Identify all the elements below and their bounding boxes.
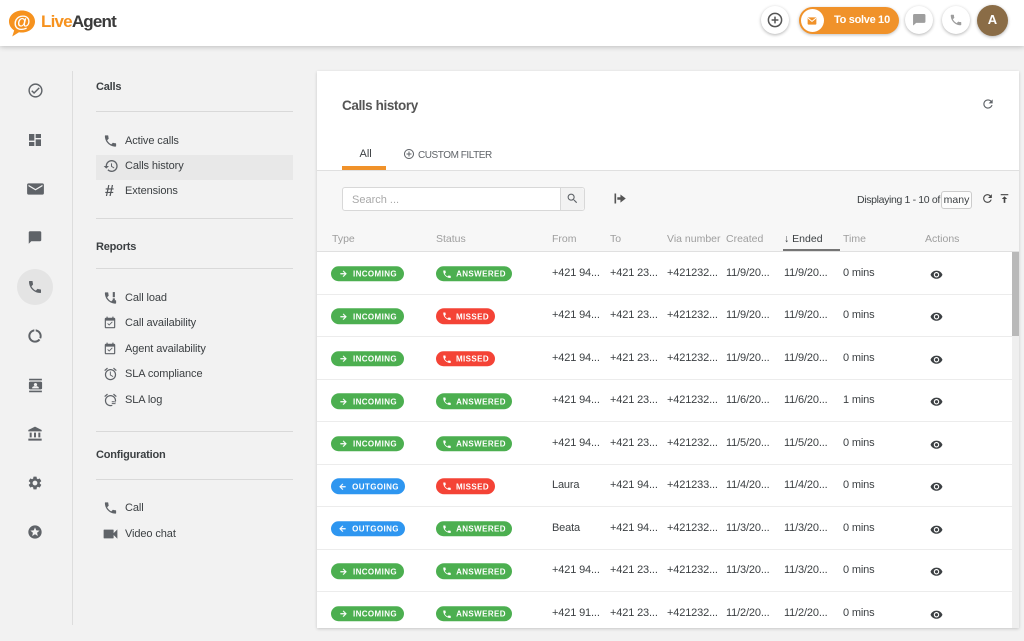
svg-text:@: @ — [13, 12, 30, 32]
